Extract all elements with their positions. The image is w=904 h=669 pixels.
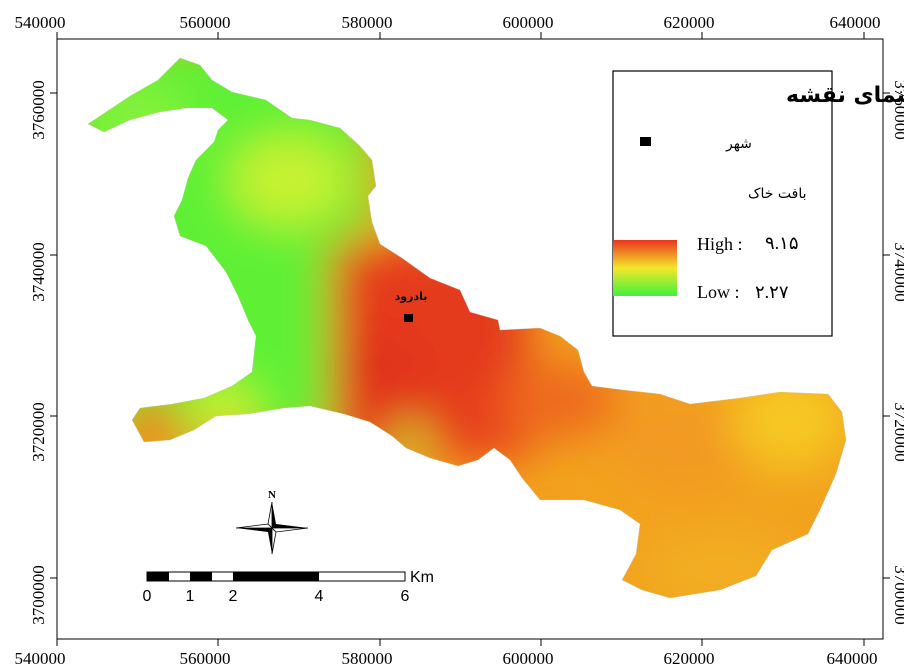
x-tick-label: 620000	[664, 13, 715, 32]
x-tick-label: 640000	[827, 649, 878, 668]
legend-soil-label: بافت خاک	[748, 186, 807, 202]
scale-label: 0	[143, 588, 152, 605]
legend-color-ramp	[613, 240, 677, 296]
scale-bar: Km 0 1 2 4 6	[143, 569, 434, 605]
x-axis-top: 540000 560000 580000 600000 620000 64000…	[15, 13, 881, 39]
scale-label: 4	[315, 588, 324, 605]
x-tick-label: 600000	[503, 13, 554, 32]
y-tick-label: 3760000	[891, 80, 904, 140]
north-arrow-icon: N	[235, 489, 309, 555]
x-tick-label: 640000	[830, 13, 881, 32]
scale-label: 6	[401, 588, 410, 605]
y-tick-label: 3720000	[891, 402, 904, 462]
x-tick-label: 580000	[342, 649, 393, 668]
legend-low-value: ۲.۲۷	[755, 282, 789, 302]
x-axis-bottom: 540000 560000 580000 600000 620000 64000…	[15, 639, 878, 668]
x-tick-label: 540000	[15, 13, 66, 32]
north-label: N	[268, 489, 276, 501]
city-marker: بادرود	[395, 290, 428, 322]
x-tick-label: 620000	[664, 649, 715, 668]
y-tick-label: 3700000	[29, 565, 48, 625]
y-axis-left: 3760000 3740000 3720000 3700000	[29, 80, 57, 625]
y-tick-label: 3700000	[891, 565, 904, 625]
legend-title: راهنمای نقشه	[786, 83, 904, 108]
x-tick-label: 580000	[342, 13, 393, 32]
x-tick-label: 600000	[503, 649, 554, 668]
y-axis-right: 3760000 3740000 3720000 3700000	[883, 80, 904, 625]
scale-label: 2	[229, 588, 238, 605]
legend: راهنمای نقشه شهر بافت خاک High : ۹.۱۵ Lo…	[612, 70, 904, 337]
y-tick-label: 3720000	[29, 402, 48, 462]
y-tick-label: 3740000	[891, 242, 904, 302]
city-symbol	[640, 137, 651, 146]
scale-label: 1	[186, 588, 195, 605]
legend-high-value: ۹.۱۵	[765, 233, 799, 253]
x-tick-label: 560000	[180, 649, 231, 668]
scale-unit: Km	[410, 569, 434, 586]
legend-low-label: Low :	[697, 282, 740, 302]
legend-high-label: High :	[697, 234, 743, 254]
x-tick-label: 560000	[180, 13, 231, 32]
legend-city-label: شهر	[725, 136, 752, 152]
city-label: بادرود	[395, 290, 428, 303]
y-tick-label: 3760000	[29, 80, 48, 140]
x-tick-label: 540000	[15, 649, 66, 668]
y-tick-label: 3740000	[29, 242, 48, 302]
